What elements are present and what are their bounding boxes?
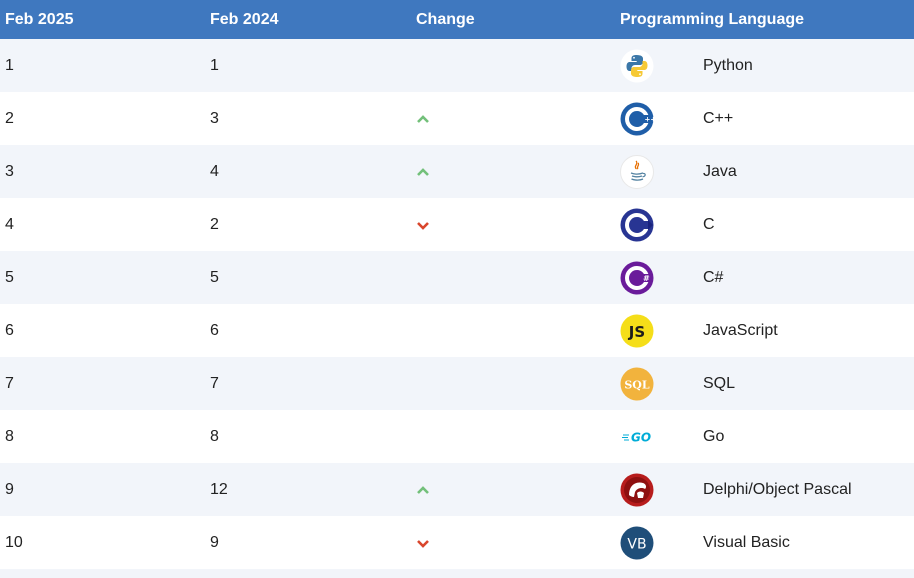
table-row: 7 7 SQL SQL xyxy=(0,357,914,410)
c-logo-icon xyxy=(620,208,654,242)
delphi-logo-icon xyxy=(620,473,654,507)
table-row: 2 3 ++ C++ xyxy=(0,92,914,145)
chevron-up-icon xyxy=(416,112,430,126)
language-logo-cell xyxy=(620,145,654,198)
chevron-down-icon xyxy=(416,218,430,232)
table-row: 4 2 C xyxy=(0,198,914,251)
rank-current: 9 xyxy=(5,480,14,498)
language-logo-cell xyxy=(620,198,654,251)
chevron-up-icon xyxy=(416,165,430,179)
rank-current: 5 xyxy=(5,268,14,286)
svg-text:JS: JS xyxy=(628,323,645,341)
language-name[interactable]: Java xyxy=(703,162,737,180)
change-indicator xyxy=(416,145,430,198)
rank-previous: 2 xyxy=(210,215,219,233)
language-name[interactable]: Python xyxy=(703,56,753,74)
rank-previous: 8 xyxy=(210,427,219,445)
rank-current: 6 xyxy=(5,321,14,339)
cpp-logo-icon: ++ xyxy=(620,102,654,136)
language-name[interactable]: Delphi/Object Pascal xyxy=(703,480,852,498)
svg-text:VB: VB xyxy=(627,536,646,552)
rank-previous: 6 xyxy=(210,321,219,339)
language-logo-cell: JS xyxy=(620,304,654,357)
rank-current: 4 xyxy=(5,215,14,233)
header-programming-language[interactable]: Programming Language xyxy=(620,10,805,28)
language-logo-cell xyxy=(620,39,654,92)
next-row-partial xyxy=(0,569,914,578)
chevron-down-icon xyxy=(416,536,430,550)
table-row: 3 4 Java xyxy=(0,145,914,198)
chevron-up-icon xyxy=(416,483,430,497)
go-logo-icon: GO xyxy=(620,420,654,454)
rank-current: 2 xyxy=(5,109,14,127)
table-row: 5 5 # C# xyxy=(0,251,914,304)
language-logo-cell: # xyxy=(620,251,654,304)
language-name[interactable]: C++ xyxy=(703,109,734,127)
table-row: 6 6 JS JavaScript xyxy=(0,304,914,357)
change-indicator xyxy=(416,516,430,569)
rank-previous: 7 xyxy=(210,374,219,392)
change-indicator xyxy=(416,198,430,251)
python-logo-icon xyxy=(620,49,654,83)
table-row: 10 9 VB Visual Basic xyxy=(0,516,914,569)
language-logo-cell: ++ xyxy=(620,92,654,145)
svg-text:#: # xyxy=(643,274,650,283)
rank-current: 7 xyxy=(5,374,14,392)
rank-current: 1 xyxy=(5,56,14,74)
language-logo-cell: GO xyxy=(620,410,654,463)
rank-current: 10 xyxy=(5,533,23,551)
rank-previous: 12 xyxy=(210,480,228,498)
language-name[interactable]: Visual Basic xyxy=(703,533,790,551)
rank-previous: 5 xyxy=(210,268,219,286)
change-indicator xyxy=(416,92,430,145)
svg-text:++: ++ xyxy=(645,115,655,123)
rank-previous: 3 xyxy=(210,109,219,127)
sql-logo-icon: SQL xyxy=(620,367,654,401)
header-change[interactable]: Change xyxy=(416,10,475,28)
csharp-logo-icon: # xyxy=(620,261,654,295)
language-name[interactable]: C xyxy=(703,215,715,233)
language-name[interactable]: SQL xyxy=(703,374,736,392)
language-name[interactable]: C# xyxy=(703,268,724,286)
rank-previous: 1 xyxy=(210,56,219,74)
table-header: Feb 2025 Feb 2024 Change Programming Lan… xyxy=(0,0,914,39)
javascript-logo-icon: JS xyxy=(620,314,654,348)
table-row: 9 12 Delphi/Object Pascal xyxy=(0,463,914,516)
table-row: 8 8 GO Go xyxy=(0,410,914,463)
change-indicator xyxy=(416,463,430,516)
language-logo-cell: SQL xyxy=(620,357,654,410)
language-name[interactable]: JavaScript xyxy=(703,321,778,339)
visual-basic-logo-icon: VB xyxy=(620,526,654,560)
header-current-month[interactable]: Feb 2025 xyxy=(5,10,74,28)
header-previous-month[interactable]: Feb 2024 xyxy=(210,10,279,28)
rank-previous: 9 xyxy=(210,533,219,551)
language-name[interactable]: Go xyxy=(703,427,725,445)
rank-current: 3 xyxy=(5,162,14,180)
java-logo-icon xyxy=(620,154,654,189)
rank-current: 8 xyxy=(5,427,14,445)
svg-text:SQL: SQL xyxy=(624,378,650,391)
svg-text:GO: GO xyxy=(631,430,651,444)
language-logo-cell xyxy=(620,463,654,516)
table-row: 1 1 Python xyxy=(0,39,914,92)
language-logo-cell: VB xyxy=(620,516,654,569)
rank-previous: 4 xyxy=(210,162,219,180)
